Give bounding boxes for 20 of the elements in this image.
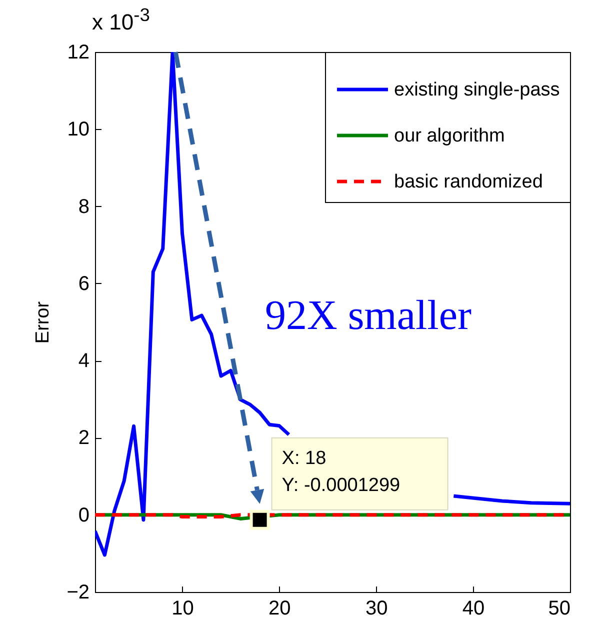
legend-label: existing single-pass [394, 80, 560, 100]
y-axis-title: Error [32, 300, 54, 344]
y-tick-label: 10 [67, 118, 90, 141]
y-tick-label: 12 [67, 42, 90, 64]
y-tick-label: 0 [78, 504, 90, 526]
y-tick-label: 8 [78, 196, 90, 218]
annotation: 92X smaller [265, 292, 472, 340]
text: x 10$^{-3}$ [92, 4, 150, 36]
legend-label: basic randomized [394, 172, 543, 192]
x-tick-label: 20 [268, 598, 291, 620]
x-tick-label: 30 [365, 598, 388, 620]
y-tick-label: 6 [78, 272, 90, 295]
legend-label: our algorithm [394, 126, 505, 146]
x-tick-label: 10 [172, 598, 194, 620]
y-tick-label: −2 [66, 582, 90, 604]
y-tick-label: 4 [78, 350, 90, 372]
y-tick-label: 2 [78, 427, 90, 450]
x-tick-label: 40 [462, 598, 485, 620]
annotation: X: 18 Y: -0.0001299 [282, 448, 400, 496]
x-tick-label: 50 [548, 598, 570, 620]
